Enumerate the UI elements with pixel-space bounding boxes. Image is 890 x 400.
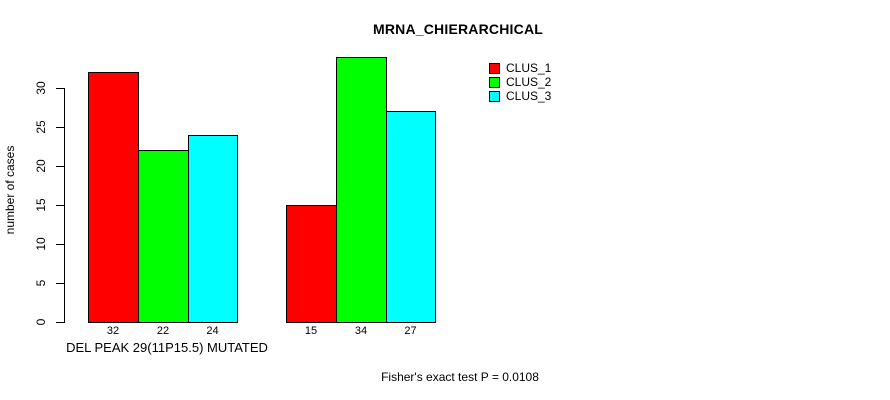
y-tick (56, 88, 65, 89)
y-tick (56, 283, 65, 284)
bar-value-label: 24 (206, 325, 219, 337)
bar-value-label: 15 (304, 325, 318, 337)
annotation-text: Fisher's exact test P = 0.0108 (381, 370, 539, 384)
legend-label: CLUS_1 (506, 61, 552, 75)
y-tick-label: 0 (34, 318, 48, 326)
chart-title: MRNA_CHIERARCHICAL (372, 21, 544, 37)
bar-value-label: 27 (404, 325, 417, 337)
bar-value-label: 34 (354, 325, 368, 337)
y-tick (56, 244, 65, 245)
y-tick (56, 322, 65, 323)
legend-item: CLUS_1 (489, 61, 551, 75)
x-axis-label: DEL PEAK 29(11P15.5) MUTATED (66, 340, 268, 355)
bar-clus_3-group-2 (386, 111, 436, 323)
bar-value-label: 32 (106, 325, 120, 337)
legend-item: CLUS_3 (489, 89, 551, 103)
y-tick-label: 20 (34, 159, 48, 173)
y-tick-label: 5 (34, 279, 48, 287)
y-tick (56, 205, 65, 206)
y-tick-label: 10 (34, 237, 48, 251)
legend-label: CLUS_3 (506, 89, 552, 103)
legend-item: CLUS_2 (489, 75, 551, 89)
legend-swatch-clus_2 (489, 76, 500, 88)
y-tick (56, 166, 65, 167)
bar-clus_1-group-2 (286, 205, 337, 323)
legend-label: CLUS_2 (506, 75, 552, 89)
legend-swatch-clus_1 (489, 62, 500, 74)
bar-clus_2-group-1 (138, 150, 189, 323)
bar-value-label: 22 (156, 325, 170, 337)
bar-clus_2-group-2 (336, 57, 387, 323)
legend-swatch-clus_3 (489, 90, 500, 102)
y-tick-label: 25 (34, 120, 48, 134)
bar-clus_3-group-1 (188, 135, 238, 323)
legend: CLUS_1 CLUS_2 CLUS_3 (489, 61, 551, 103)
y-tick-label: 15 (34, 198, 48, 212)
y-tick (56, 127, 65, 128)
bar-clus_1-group-1 (88, 72, 139, 323)
y-tick-label: 30 (34, 81, 48, 95)
